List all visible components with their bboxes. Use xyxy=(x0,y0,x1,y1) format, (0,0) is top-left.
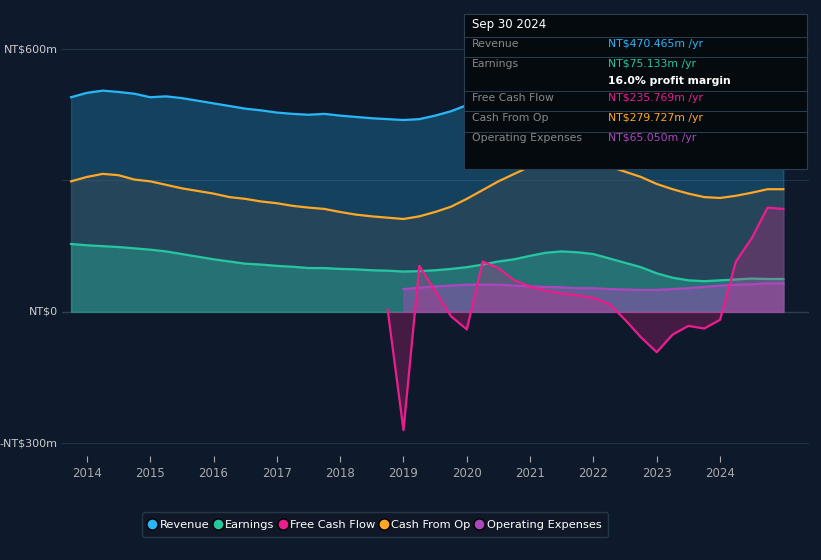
Text: 16.0% profit margin: 16.0% profit margin xyxy=(608,76,731,86)
Text: Free Cash Flow: Free Cash Flow xyxy=(472,93,554,103)
Text: Earnings: Earnings xyxy=(472,59,519,69)
Text: Cash From Op: Cash From Op xyxy=(472,113,548,123)
Text: NT$235.769m /yr: NT$235.769m /yr xyxy=(608,93,703,103)
Text: Sep 30 2024: Sep 30 2024 xyxy=(472,18,546,31)
Text: NT$600m: NT$600m xyxy=(4,44,57,54)
Text: NT$279.727m /yr: NT$279.727m /yr xyxy=(608,113,703,123)
Text: -NT$300m: -NT$300m xyxy=(0,438,57,448)
Text: NT$470.465m /yr: NT$470.465m /yr xyxy=(608,39,703,49)
Text: NT$75.133m /yr: NT$75.133m /yr xyxy=(608,59,695,69)
Text: Operating Expenses: Operating Expenses xyxy=(472,133,582,143)
Text: NT$0: NT$0 xyxy=(29,307,57,317)
Text: Revenue: Revenue xyxy=(472,39,520,49)
Text: NT$65.050m /yr: NT$65.050m /yr xyxy=(608,133,695,143)
Legend: Revenue, Earnings, Free Cash Flow, Cash From Op, Operating Expenses: Revenue, Earnings, Free Cash Flow, Cash … xyxy=(142,512,608,537)
